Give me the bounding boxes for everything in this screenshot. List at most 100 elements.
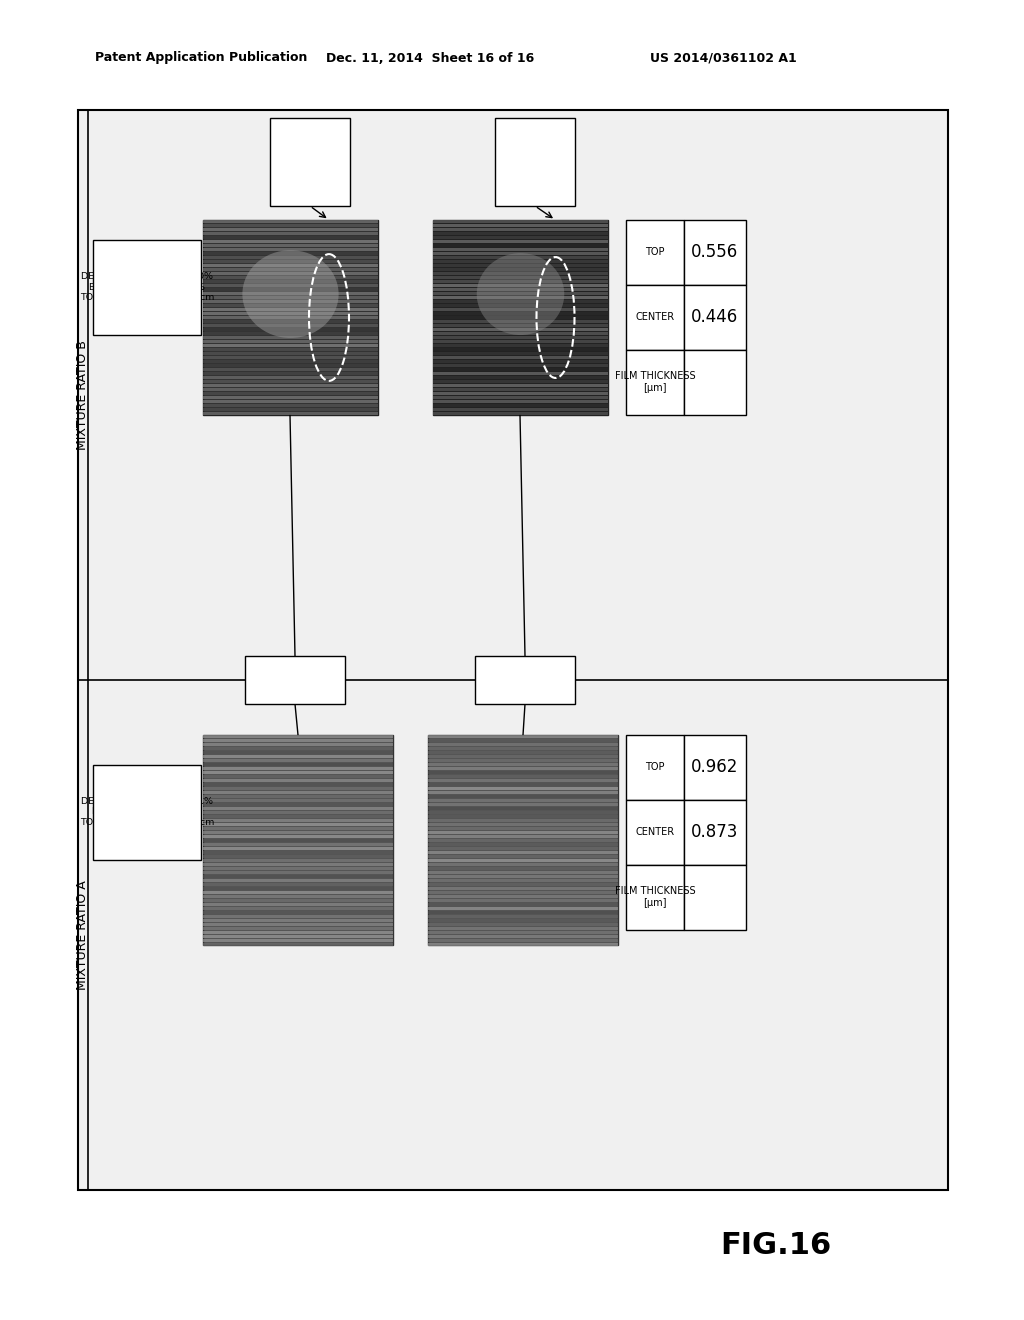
Bar: [203, 319, 378, 323]
Bar: [428, 836, 618, 838]
Bar: [203, 268, 378, 271]
Bar: [428, 799, 618, 803]
Bar: [428, 919, 618, 921]
Text: CENTER: CENTER: [636, 828, 675, 837]
Bar: [203, 240, 378, 243]
Bar: [203, 304, 378, 308]
Bar: [203, 236, 378, 239]
Bar: [433, 360, 608, 363]
Bar: [433, 368, 608, 371]
Bar: [684, 735, 746, 800]
Bar: [203, 915, 393, 917]
Bar: [433, 319, 608, 323]
Bar: [428, 840, 618, 842]
Bar: [428, 743, 618, 746]
Bar: [203, 832, 393, 834]
Bar: [428, 803, 618, 807]
Bar: [203, 743, 393, 746]
Bar: [684, 350, 746, 414]
Text: DEPOSITION MAIN GAS 91%
ETCHING MAIN GAS 9%
TOTAL GAS FLOW 1500sccm: DEPOSITION MAIN GAS 91% ETCHING MAIN GAS…: [80, 797, 214, 826]
Bar: [428, 818, 618, 822]
Bar: [428, 927, 618, 931]
Bar: [203, 787, 393, 789]
Bar: [433, 296, 608, 300]
Bar: [203, 288, 378, 290]
Bar: [428, 931, 618, 935]
Bar: [203, 899, 393, 902]
Bar: [433, 252, 608, 255]
Bar: [203, 847, 393, 850]
Bar: [428, 891, 618, 894]
Bar: [203, 911, 393, 913]
Bar: [433, 404, 608, 407]
Bar: [626, 350, 684, 414]
Bar: [626, 800, 684, 865]
Bar: [433, 356, 608, 359]
Bar: [203, 931, 393, 935]
Bar: [203, 795, 393, 799]
Bar: [433, 280, 608, 282]
Bar: [203, 256, 378, 259]
Bar: [428, 814, 618, 818]
Bar: [684, 285, 746, 350]
Text: DEPOSITION MAIN GAS 80%
ETCHING MAIN GAS 20%
TOTAL GAS FLOW 1500sccm: DEPOSITION MAIN GAS 80% ETCHING MAIN GAS…: [80, 272, 214, 302]
Bar: [433, 388, 608, 391]
Bar: [203, 232, 378, 235]
Bar: [428, 751, 618, 754]
Bar: [203, 300, 378, 304]
Bar: [203, 942, 393, 946]
Bar: [203, 863, 393, 866]
Bar: [433, 300, 608, 304]
Bar: [203, 276, 378, 279]
Bar: [203, 260, 378, 263]
Text: 0.446: 0.446: [691, 308, 738, 326]
Bar: [428, 875, 618, 878]
Bar: [495, 117, 575, 206]
Bar: [433, 412, 608, 414]
Bar: [203, 747, 393, 750]
Bar: [203, 272, 378, 275]
Bar: [203, 771, 393, 774]
Bar: [433, 384, 608, 387]
Bar: [203, 224, 378, 227]
Bar: [428, 787, 618, 789]
Text: Patent Application Publication: Patent Application Publication: [95, 51, 307, 65]
Bar: [203, 755, 393, 758]
Bar: [684, 220, 746, 285]
Bar: [684, 800, 746, 865]
Bar: [203, 308, 378, 312]
Bar: [428, 851, 618, 854]
Bar: [433, 341, 608, 343]
Bar: [433, 337, 608, 339]
Bar: [433, 264, 608, 267]
Bar: [203, 280, 378, 282]
Bar: [428, 907, 618, 909]
Bar: [203, 412, 378, 414]
Bar: [433, 232, 608, 235]
Bar: [203, 341, 378, 343]
Bar: [203, 384, 378, 387]
Bar: [428, 775, 618, 777]
Bar: [428, 883, 618, 886]
Bar: [428, 828, 618, 830]
Text: CENTER: CENTER: [636, 312, 675, 322]
Bar: [433, 308, 608, 312]
Bar: [433, 248, 608, 251]
Bar: [203, 352, 378, 355]
Bar: [93, 766, 201, 861]
Text: FIG.16: FIG.16: [720, 1230, 831, 1259]
Bar: [203, 333, 378, 335]
Bar: [428, 863, 618, 866]
Bar: [428, 939, 618, 942]
Bar: [203, 859, 393, 862]
Bar: [203, 392, 378, 395]
Text: MIXTURE RATIO B: MIXTURE RATIO B: [77, 341, 89, 450]
Bar: [433, 236, 608, 239]
Bar: [203, 807, 393, 810]
Bar: [428, 911, 618, 913]
Bar: [203, 751, 393, 754]
Bar: [433, 345, 608, 347]
Bar: [203, 818, 393, 822]
Bar: [626, 220, 684, 285]
Bar: [203, 803, 393, 807]
